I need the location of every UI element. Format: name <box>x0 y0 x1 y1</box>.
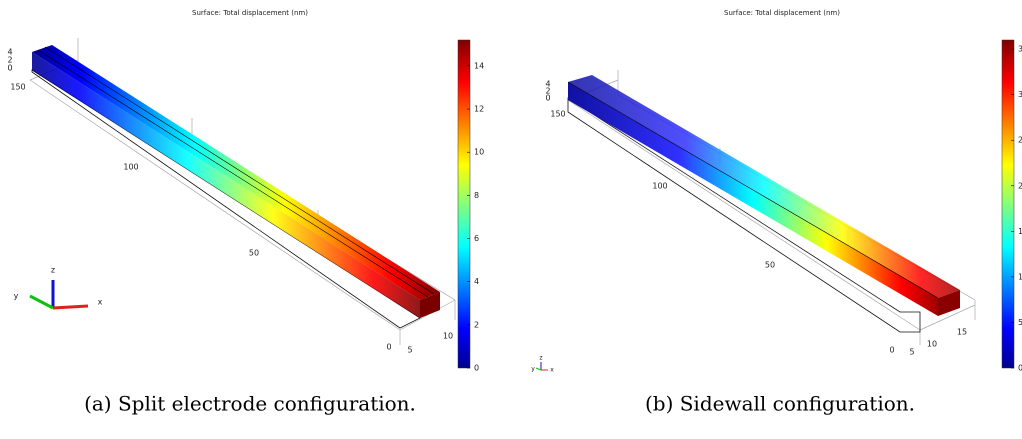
z-tick-label: 0 <box>545 94 550 103</box>
y-tick-label: 100 <box>652 182 667 191</box>
triad-label: y <box>531 366 535 373</box>
z-tick-label: 2 <box>545 87 550 96</box>
panel-b: Surface: Total displacement (nm) 4 2 0 1… <box>531 9 1015 416</box>
plot-title: Surface: Total displacement (nm) <box>192 9 308 17</box>
triad-label: x <box>550 367 554 374</box>
colorbar-tick-label: 15 <box>1018 227 1022 236</box>
z-tick-label: 2 <box>7 56 12 65</box>
triad-label: z <box>539 355 542 362</box>
colorbar-tick-label: 30 <box>1018 90 1022 99</box>
colorbar-tick-label: 8 <box>474 191 479 200</box>
colorbar <box>457 39 471 369</box>
colorbar <box>1001 39 1015 369</box>
triad-label: z <box>51 266 55 275</box>
beam-end <box>420 292 440 318</box>
colorbar-tick-label: 25 <box>1018 136 1022 145</box>
z-tick-label: 4 <box>545 80 550 89</box>
colorbar-tick-label: 20 <box>1018 181 1022 190</box>
beam-end <box>938 290 960 316</box>
z-tick-label: 0 <box>7 64 12 73</box>
colorbar-tick-label: 35 <box>1018 45 1022 54</box>
y-tick-label: 50 <box>765 261 775 270</box>
colorbar-tick-label: 6 <box>474 234 479 243</box>
x-tick-label: 15 <box>957 328 967 337</box>
axis-triad: z y x <box>531 355 554 374</box>
z-tick-label: 4 <box>7 48 12 57</box>
colorbar-tick-label: 4 <box>474 277 479 286</box>
x-tick-label: 0 <box>889 346 894 355</box>
colorbar-tick-label: 2 <box>474 320 479 329</box>
beam-side <box>32 52 420 318</box>
y-tick-label: 150 <box>550 110 565 119</box>
colorbar-tick-label: 10 <box>1018 272 1022 281</box>
panel-a: Surface: Total displacement (nm) 4 2 0 1… <box>7 9 471 416</box>
beam-top <box>568 75 960 298</box>
colorbar-tick-label: 14 <box>474 61 484 70</box>
y-tick-label: 150 <box>10 83 25 92</box>
beam-side <box>568 82 938 316</box>
caption: (b) Sidewall configuration. <box>645 392 915 416</box>
x-tick-label: 5 <box>909 348 914 357</box>
colorbar-tick-label: 12 <box>474 105 484 114</box>
beam-top <box>32 45 440 300</box>
colorbar-tick-label: 10 <box>474 148 484 157</box>
colorbar-tick-label: 5 <box>1018 318 1022 327</box>
triad-label: x <box>98 298 103 307</box>
colorbar-tick-label: 0 <box>1018 364 1022 373</box>
y-tick-label: 100 <box>123 163 138 172</box>
x-tick-label: 10 <box>927 340 937 349</box>
axis-triad: z y x <box>14 266 103 310</box>
triad-label: y <box>14 292 19 301</box>
x-tick-label: 0 <box>386 343 391 352</box>
y-tick-label: 50 <box>249 249 259 258</box>
x-tick-label: 5 <box>407 346 412 355</box>
caption: (a) Split electrode configuration. <box>84 392 416 416</box>
x-tick-label: 10 <box>443 332 453 341</box>
plot-title: Surface: Total displacement (nm) <box>724 9 840 17</box>
colorbar-tick-label: 0 <box>474 364 479 373</box>
